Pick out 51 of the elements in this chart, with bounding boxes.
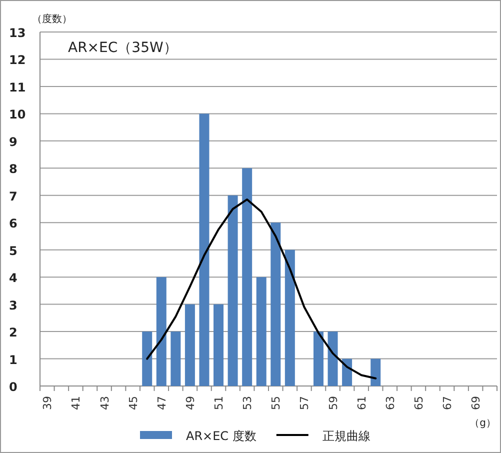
x-tick-label: 47	[155, 396, 168, 410]
y-tick-label: 0	[9, 380, 18, 394]
legend-label: 正規曲線	[322, 429, 370, 443]
bar	[199, 114, 210, 386]
bar	[242, 168, 252, 386]
x-tick-label: 69	[470, 396, 483, 410]
x-tick-label: 53	[241, 396, 254, 410]
bar	[328, 332, 338, 386]
x-tick-label: 63	[384, 396, 397, 410]
line-series	[146, 198, 377, 380]
y-tick-label: 8	[9, 162, 18, 176]
bar	[256, 277, 266, 386]
y-tick-label: 10	[9, 108, 26, 122]
y-tick-label: 9	[9, 134, 18, 149]
x-tick-label: 59	[326, 396, 340, 410]
bar	[342, 358, 352, 386]
bar	[284, 250, 295, 386]
y-axis-title: （度数）	[32, 13, 72, 25]
y-tick-label: 4	[9, 271, 18, 286]
bar	[214, 304, 224, 386]
y-tick-label: 6	[9, 216, 18, 231]
bar	[170, 332, 181, 386]
y-tick-label: 13	[9, 26, 26, 40]
x-tick-label: 41	[70, 396, 83, 410]
y-tick-label: 11	[9, 80, 26, 94]
bar	[142, 332, 152, 386]
y-tick-label: 2	[9, 326, 18, 340]
x-tick-label: 51	[212, 396, 226, 410]
bar	[228, 195, 238, 386]
y-tick-label: 12	[9, 53, 26, 68]
y-tick-label: 3	[9, 298, 18, 312]
x-tick-label: 55	[270, 396, 283, 410]
x-tick-label: 43	[98, 396, 112, 410]
x-tick-label: 45	[126, 396, 140, 410]
text: AR×EC（35W）	[68, 40, 178, 56]
x-tick-label: 39	[41, 396, 54, 410]
x-tick-label: 49	[184, 396, 197, 410]
x-tick-label: 67	[441, 396, 454, 410]
y-tick-label: 5	[9, 244, 18, 258]
x-axis-title: （g）	[470, 418, 496, 429]
bar	[156, 277, 166, 386]
legend-label: AR×EC 度数	[186, 429, 256, 443]
x-tick-label: 57	[298, 396, 312, 410]
bar	[370, 358, 381, 386]
x-tick-label: 61	[355, 396, 368, 410]
bar	[270, 222, 281, 386]
bar	[184, 304, 195, 386]
x-tick-label: 65	[412, 396, 426, 410]
bar	[313, 332, 324, 386]
y-tick-label: 1	[9, 352, 18, 367]
y-tick-label: 7	[9, 189, 18, 204]
